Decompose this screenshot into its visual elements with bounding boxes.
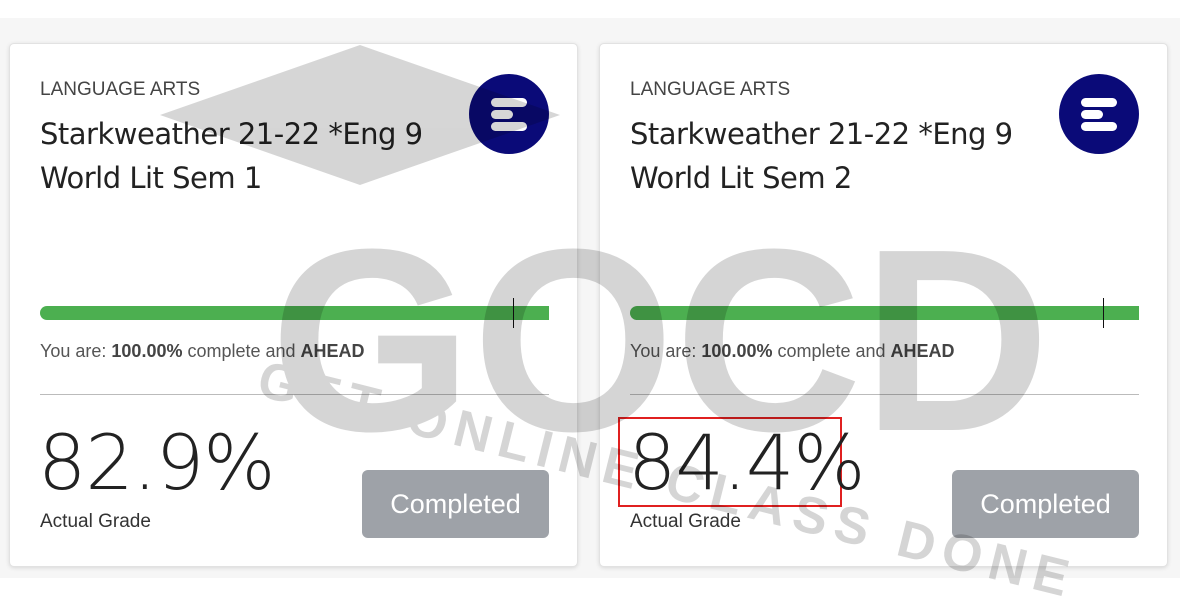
course-title[interactable]: Starkweather 21-22 *Eng 9 World Lit Sem … — [40, 117, 423, 195]
actual-grade-label: Actual Grade — [40, 511, 151, 532]
actual-grade-label: Actual Grade — [630, 511, 741, 532]
course-title[interactable]: Starkweather 21-22 *Eng 9 World Lit Sem … — [630, 117, 1013, 195]
progress-bar — [40, 306, 549, 320]
actual-grade-value: 84.4% — [628, 418, 865, 507]
course-category: LANGUAGE ARTS — [630, 79, 791, 100]
grade-highlight-box — [618, 417, 842, 507]
progress-bar — [630, 306, 1139, 320]
divider — [630, 394, 1139, 395]
course-category: LANGUAGE ARTS — [40, 79, 201, 100]
completed-button[interactable]: Completed — [362, 470, 549, 538]
course-card[interactable]: LANGUAGE ARTS Starkweather 21-22 *Eng 9 … — [599, 43, 1168, 567]
progress-status: You are: 100.00% complete and AHEAD — [630, 341, 955, 361]
progress-target-marker — [1103, 298, 1104, 328]
divider — [40, 394, 549, 395]
completed-button[interactable]: Completed — [952, 470, 1139, 538]
progress-target-marker — [513, 298, 514, 328]
actual-grade-value: 82.9% — [38, 418, 275, 507]
course-card[interactable]: LANGUAGE ARTS Starkweather 21-22 *Eng 9 … — [9, 43, 578, 567]
progress-status: You are: 100.00% complete and AHEAD — [40, 341, 365, 361]
course-logo-icon — [469, 74, 549, 154]
course-logo-icon — [1059, 74, 1139, 154]
